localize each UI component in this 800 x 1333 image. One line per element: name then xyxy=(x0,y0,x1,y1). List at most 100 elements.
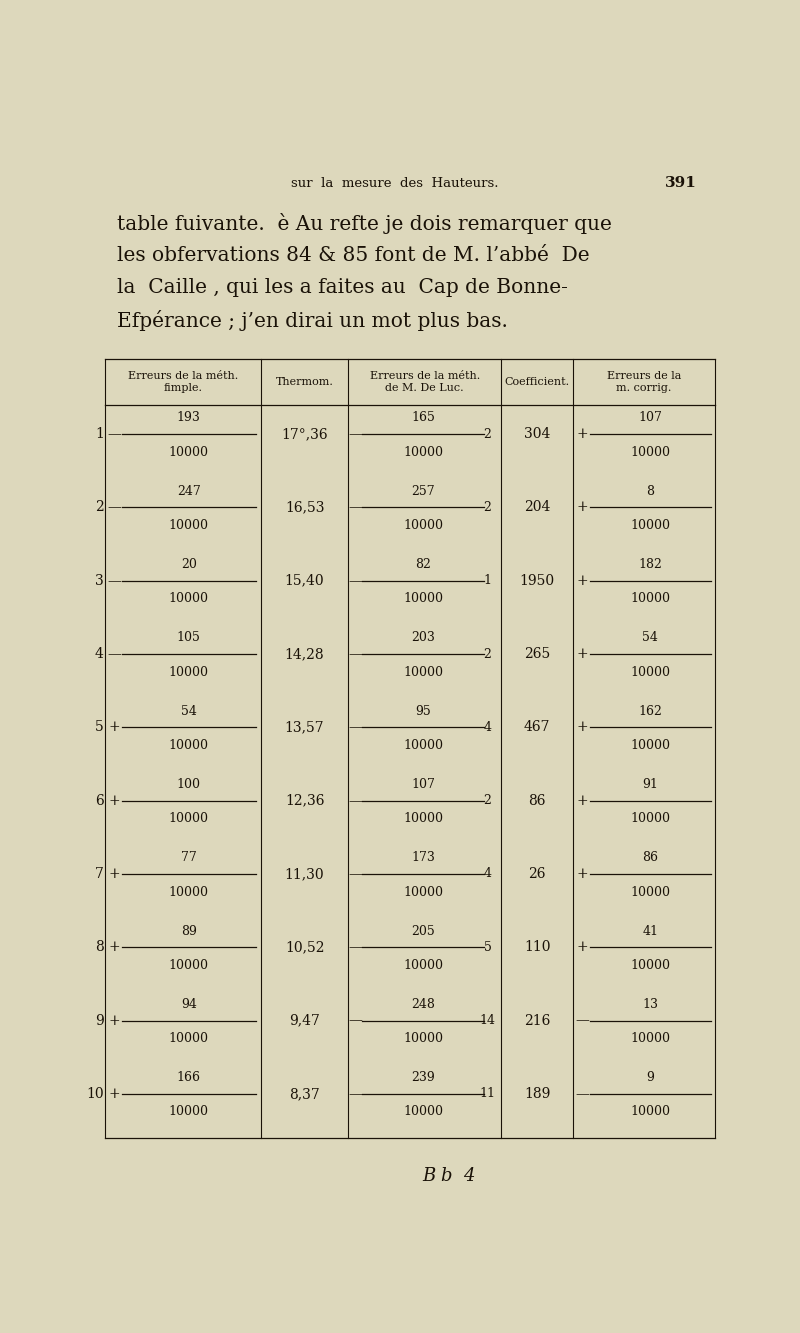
Text: 10000: 10000 xyxy=(630,445,670,459)
Text: la  Caille , qui les a faites au  Cap de Bonne-: la Caille , qui les a faites au Cap de B… xyxy=(117,279,568,297)
Text: 10000: 10000 xyxy=(169,812,209,825)
Text: 10000: 10000 xyxy=(403,1105,443,1118)
Text: 89: 89 xyxy=(181,925,197,937)
Text: 10,52: 10,52 xyxy=(285,940,324,954)
Text: 162: 162 xyxy=(638,705,662,717)
Text: 304: 304 xyxy=(524,427,550,441)
Text: 107: 107 xyxy=(638,412,662,424)
Text: 204: 204 xyxy=(524,500,550,515)
Text: 100: 100 xyxy=(177,778,201,790)
Text: 10000: 10000 xyxy=(630,592,670,605)
Text: 166: 166 xyxy=(177,1072,201,1084)
Text: 2: 2 xyxy=(483,648,491,661)
Text: Erreurs de la méth.
de M. De Luc.: Erreurs de la méth. de M. De Luc. xyxy=(370,371,480,392)
Text: 10000: 10000 xyxy=(169,592,209,605)
Text: —: — xyxy=(348,1013,362,1028)
Text: 10000: 10000 xyxy=(169,958,209,972)
Text: 10000: 10000 xyxy=(169,445,209,459)
Text: 10000: 10000 xyxy=(403,665,443,678)
Text: 13: 13 xyxy=(642,998,658,1010)
Text: +: + xyxy=(576,427,588,441)
Text: 239: 239 xyxy=(411,1072,435,1084)
Text: 10000: 10000 xyxy=(403,592,443,605)
Text: 391: 391 xyxy=(666,176,697,191)
Text: 94: 94 xyxy=(181,998,197,1010)
Text: Thermom.: Thermom. xyxy=(276,377,334,387)
Text: 2: 2 xyxy=(483,501,491,515)
Text: 247: 247 xyxy=(177,485,201,497)
Text: Efpérance ; j’en dirai un mot plus bas.: Efpérance ; j’en dirai un mot plus bas. xyxy=(117,309,508,331)
Text: +: + xyxy=(576,793,588,808)
Text: +: + xyxy=(576,720,588,734)
Text: 3: 3 xyxy=(95,573,104,588)
Text: 10000: 10000 xyxy=(169,1105,209,1118)
Text: 95: 95 xyxy=(415,705,431,717)
Text: —: — xyxy=(348,793,362,808)
Text: 10000: 10000 xyxy=(630,665,670,678)
Text: 193: 193 xyxy=(177,412,201,424)
Text: 16,53: 16,53 xyxy=(285,500,324,515)
Text: 91: 91 xyxy=(642,778,658,790)
Text: —: — xyxy=(348,573,362,588)
Text: 8,37: 8,37 xyxy=(290,1086,320,1101)
Text: 86: 86 xyxy=(528,793,546,808)
Text: 10000: 10000 xyxy=(630,958,670,972)
Text: 54: 54 xyxy=(642,632,658,644)
Text: 1950: 1950 xyxy=(519,573,554,588)
Text: 9: 9 xyxy=(95,1013,104,1028)
Text: 1: 1 xyxy=(95,427,104,441)
Text: 2: 2 xyxy=(483,428,491,441)
Text: —: — xyxy=(348,1086,362,1101)
Text: sur  la  mesure  des  Hauteurs.: sur la mesure des Hauteurs. xyxy=(290,176,498,189)
Text: +: + xyxy=(576,647,588,661)
Text: 9,47: 9,47 xyxy=(289,1013,320,1028)
Text: +: + xyxy=(576,866,588,881)
Text: 4: 4 xyxy=(483,868,491,881)
Text: +: + xyxy=(109,793,121,808)
Text: 11,30: 11,30 xyxy=(285,866,325,881)
Text: 105: 105 xyxy=(177,632,201,644)
Text: 82: 82 xyxy=(415,559,431,571)
Text: —: — xyxy=(348,427,362,441)
Text: —: — xyxy=(575,1013,589,1028)
Text: 54: 54 xyxy=(181,705,197,717)
Text: 10000: 10000 xyxy=(169,1032,209,1045)
Text: 10000: 10000 xyxy=(169,885,209,898)
Text: 216: 216 xyxy=(524,1013,550,1028)
Text: 1: 1 xyxy=(483,575,491,588)
Text: 14,28: 14,28 xyxy=(285,647,325,661)
Text: +: + xyxy=(109,1013,121,1028)
Text: 110: 110 xyxy=(524,940,550,954)
Text: 8: 8 xyxy=(646,485,654,497)
Text: table fuivante.  è Au refte je dois remarquer que: table fuivante. è Au refte je dois remar… xyxy=(117,212,612,233)
Text: 4: 4 xyxy=(95,647,104,661)
Text: 6: 6 xyxy=(95,793,104,808)
Text: 13,57: 13,57 xyxy=(285,720,325,734)
Text: 10000: 10000 xyxy=(630,519,670,532)
Text: 10000: 10000 xyxy=(403,885,443,898)
Text: Erreurs de la méth.
fimple.: Erreurs de la méth. fimple. xyxy=(128,371,238,392)
Text: 10000: 10000 xyxy=(630,1105,670,1118)
Text: 467: 467 xyxy=(524,720,550,734)
Text: —: — xyxy=(108,427,122,441)
Text: +: + xyxy=(576,573,588,588)
Text: 182: 182 xyxy=(638,559,662,571)
Text: 10000: 10000 xyxy=(630,1032,670,1045)
Text: les obfervations 84 & 85 font de M. l’abbé  De: les obfervations 84 & 85 font de M. l’ab… xyxy=(117,247,590,265)
Text: 10000: 10000 xyxy=(403,445,443,459)
Text: 10000: 10000 xyxy=(403,812,443,825)
Text: 8: 8 xyxy=(95,940,104,954)
Text: —: — xyxy=(348,940,362,954)
Text: —: — xyxy=(348,720,362,734)
Text: 10000: 10000 xyxy=(169,738,209,752)
Text: 257: 257 xyxy=(411,485,435,497)
Text: 26: 26 xyxy=(528,866,546,881)
Text: +: + xyxy=(109,720,121,734)
Text: 10000: 10000 xyxy=(403,519,443,532)
Text: 11: 11 xyxy=(479,1088,495,1100)
Text: 77: 77 xyxy=(181,852,197,864)
Text: —: — xyxy=(575,1086,589,1101)
Text: +: + xyxy=(109,940,121,954)
Text: 205: 205 xyxy=(411,925,435,937)
Text: 41: 41 xyxy=(642,925,658,937)
